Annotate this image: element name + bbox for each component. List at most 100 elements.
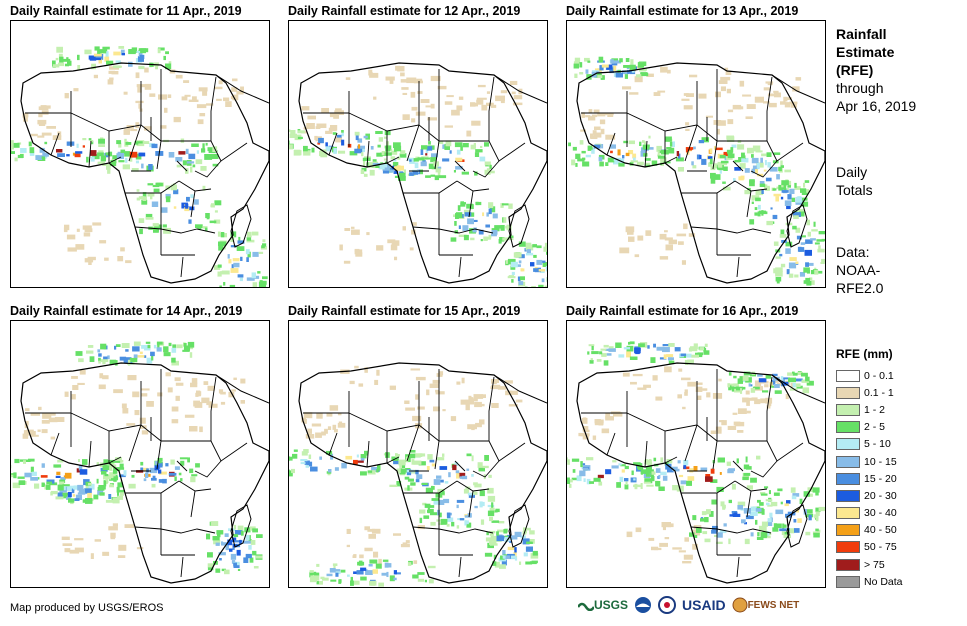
rain-cell <box>714 534 717 537</box>
rain-cell <box>775 523 782 528</box>
rain-cell <box>701 137 709 143</box>
rain-cell <box>409 172 414 176</box>
rain-cell <box>606 353 612 356</box>
rain-cell <box>497 536 505 539</box>
country-border <box>134 226 216 234</box>
rain-cell <box>41 463 45 468</box>
rain-cell <box>153 344 157 349</box>
rain-cell <box>485 537 492 542</box>
rain-cell <box>428 163 436 169</box>
rainfall-cells <box>11 46 268 287</box>
rain-cell <box>321 431 326 436</box>
rain-cell <box>617 149 621 156</box>
rain-cell <box>224 569 230 575</box>
rain-cell <box>728 385 732 391</box>
rain-cell <box>805 239 813 244</box>
rain-cell <box>500 555 505 560</box>
rain-cell <box>252 282 258 287</box>
rain-cell <box>791 197 795 202</box>
rain-cell <box>140 388 150 391</box>
rain-cell <box>637 235 644 241</box>
rain-cell <box>138 218 145 223</box>
rain-cell <box>165 63 172 70</box>
rain-cell <box>412 574 419 579</box>
rain-cell <box>91 140 94 145</box>
rain-cell <box>526 252 534 256</box>
rain-cell <box>261 245 265 249</box>
rain-cell <box>610 59 614 64</box>
rain-cell <box>737 140 742 143</box>
rain-cell <box>601 353 607 357</box>
rain-cell <box>168 472 177 476</box>
country-border <box>746 490 752 518</box>
rain-cell <box>334 467 339 471</box>
rain-cell <box>601 144 604 149</box>
rain-cell <box>207 567 214 571</box>
rain-cell <box>744 190 750 195</box>
rain-cell <box>256 534 263 538</box>
rain-cell <box>743 508 751 514</box>
rain-cell <box>510 261 518 268</box>
rain-cell <box>582 467 589 470</box>
rain-cell <box>719 155 726 159</box>
rain-cell <box>789 188 795 194</box>
rain-cell <box>663 354 667 359</box>
rain-cell <box>389 80 394 84</box>
rain-cell <box>589 146 593 150</box>
rain-cell <box>460 145 463 151</box>
rain-cell <box>718 378 722 382</box>
rain-cell <box>686 93 694 97</box>
rain-cell <box>542 262 547 267</box>
rain-cell <box>11 140 14 145</box>
rain-cell <box>811 229 818 232</box>
country-border <box>178 180 212 192</box>
rain-cell <box>649 472 654 478</box>
rain-cell <box>191 474 198 477</box>
rain-cell <box>780 501 783 505</box>
rain-cell <box>183 345 190 351</box>
rain-cell <box>233 534 239 538</box>
rain-cell <box>38 106 49 111</box>
rain-cell <box>456 525 460 529</box>
rain-cell <box>364 526 370 531</box>
rain-cell <box>767 162 771 168</box>
rain-cell <box>150 351 155 357</box>
rain-cell <box>774 379 779 383</box>
rain-cell <box>168 342 172 347</box>
rain-cell <box>378 582 384 587</box>
rain-cell <box>171 357 176 363</box>
rain-cell <box>124 151 130 157</box>
rain-cell <box>145 341 151 344</box>
rain-cell <box>402 226 406 231</box>
rain-cell <box>368 564 373 567</box>
rain-cell <box>71 489 75 494</box>
rain-cell <box>179 457 188 460</box>
rain-cell <box>213 540 221 545</box>
rain-cell <box>591 147 595 154</box>
rain-cell <box>422 502 427 506</box>
rain-cell <box>184 207 190 212</box>
rain-cell <box>106 60 114 65</box>
rain-cell <box>335 572 339 577</box>
rain-cell <box>622 86 632 90</box>
rain-cell <box>749 219 755 225</box>
rain-cell <box>412 415 422 422</box>
rain-cell <box>165 185 171 190</box>
rain-cell <box>727 109 734 113</box>
country-border <box>328 432 338 456</box>
rain-cell <box>616 482 621 488</box>
rain-cell <box>703 350 710 355</box>
rain-cell <box>766 502 770 506</box>
rain-cell <box>710 430 717 434</box>
rain-cell <box>504 380 513 384</box>
rain-cell <box>645 230 652 236</box>
rain-cell <box>454 230 458 234</box>
rain-cell <box>71 394 76 400</box>
rain-cell <box>773 90 779 93</box>
rain-cell <box>509 540 512 543</box>
rain-cell <box>437 171 441 176</box>
rain-cell <box>202 89 208 96</box>
rain-cell <box>470 237 475 241</box>
rain-cell <box>75 151 83 154</box>
rain-cell <box>121 53 125 56</box>
